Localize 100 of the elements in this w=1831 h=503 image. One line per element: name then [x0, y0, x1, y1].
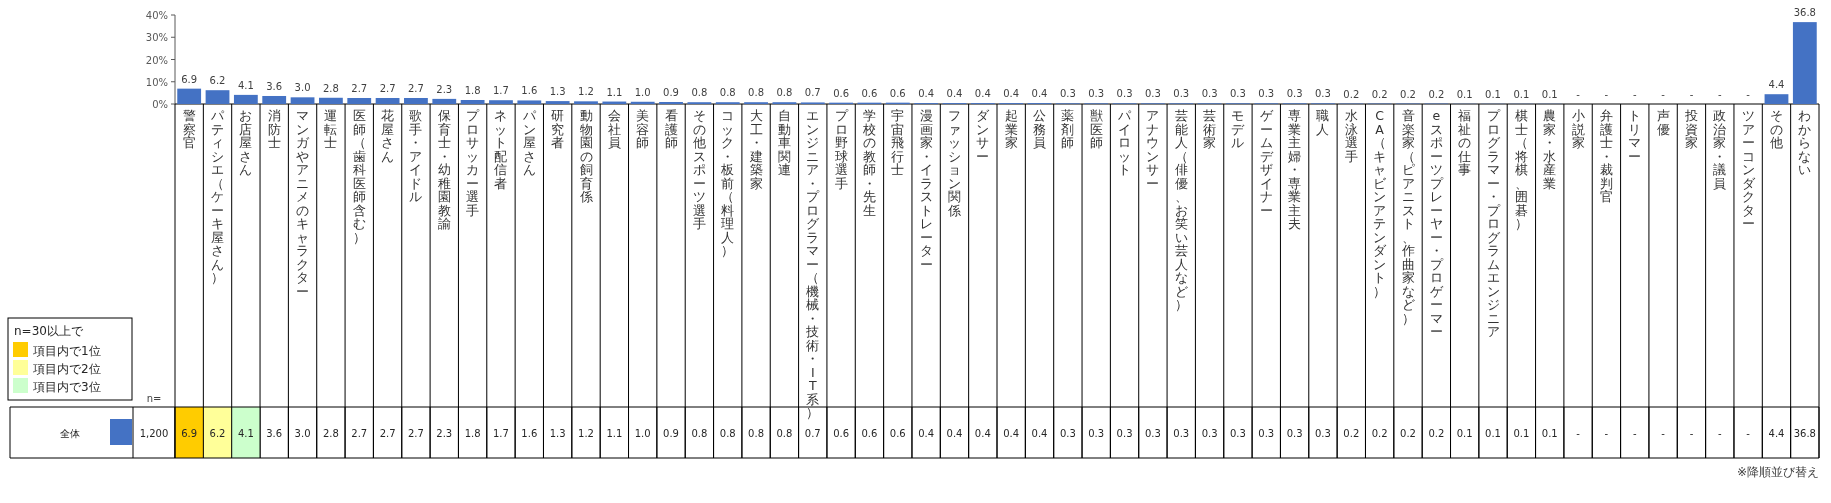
data-label: 1.0 [634, 427, 651, 439]
text: 0.9 [663, 87, 679, 98]
x-tick-label: トリマー [1628, 108, 1642, 164]
category-label: eスポーツプレーヤー・プロゲーマー [1429, 108, 1443, 339]
data-label: 2.3 [436, 427, 453, 439]
category-label: プログラマー・プログラムエンジニア [1486, 108, 1500, 339]
text: 0.3 [1059, 88, 1076, 100]
text: 0.4 [1031, 88, 1048, 100]
x-tick-label: 芸術家 [1203, 108, 1217, 150]
bar [460, 100, 485, 104]
x-tick-label: ファッション関係 [946, 108, 961, 218]
data-label: 2.8 [322, 427, 339, 439]
category-label: マンガやアニメのキャラクター [296, 108, 310, 299]
data-label: 3.6 [266, 427, 283, 439]
text: 0.4 [974, 88, 991, 100]
text: 0.3 [1088, 88, 1105, 100]
x-tick-label: ゲームデザイナー [1259, 108, 1274, 218]
x-tick-label: 政治家・議員 [1713, 108, 1727, 191]
x-tick-label: 会社員 [607, 108, 621, 150]
bar [347, 97, 372, 104]
x-tick-label: お店屋さん [239, 108, 253, 177]
data-label: 4.1 [237, 427, 254, 439]
x-tick-label: 看護師 [664, 108, 678, 150]
x-tick-label: 小説家 [1571, 108, 1585, 150]
x-tick-label: 大工・建築家 [748, 108, 763, 191]
x-tick-label: 警察官 [182, 108, 196, 150]
category-label: ツアーコンダクター [1741, 108, 1755, 231]
x-tick-label: 学校の教師・先生 [861, 108, 876, 218]
text: - [1689, 427, 1694, 439]
data-label: 0.1 [1541, 427, 1558, 439]
bar [574, 101, 598, 104]
data-label: 0.2 [1400, 427, 1416, 439]
data-label: 0.4 [974, 427, 991, 439]
text: 0.1 [1513, 88, 1530, 100]
text: - [1576, 89, 1580, 100]
text: - [1689, 89, 1694, 100]
data-label: 0.4 [1003, 427, 1020, 439]
text: 0.6 [889, 87, 906, 99]
x-tick-label: 薬剤師 [1061, 108, 1075, 150]
text: 1.7 [493, 85, 509, 97]
text: 0.8 [719, 87, 736, 99]
text: 0.2 [1400, 88, 1416, 100]
text: 0.2 [1371, 88, 1388, 100]
data-label: 0.9 [663, 427, 679, 439]
x-tick-label: 農家・水産業 [1543, 108, 1557, 191]
data-label: 1.2 [578, 427, 594, 439]
text: 0.4 [918, 88, 935, 100]
x-tick-label: アナウンサー [1146, 108, 1160, 191]
text: 2.3 [436, 83, 453, 95]
category-label: 棋士（将棋、囲碁） [1514, 108, 1528, 231]
category-label: 保育士・幼稚園教諭 [437, 108, 451, 231]
text: 1.0 [634, 86, 651, 98]
data-label: 0.6 [861, 427, 878, 439]
category-label: 専業主婦・専業主夫 [1288, 108, 1302, 231]
text: 1.2 [578, 86, 594, 98]
x-tick-label: 福祉の仕事 [1457, 108, 1472, 177]
bar [177, 88, 202, 104]
category-label: その他スポーツ選手 [692, 108, 706, 231]
data-label: 0.3 [1144, 427, 1161, 439]
category-label: パティシエ（ケーキ屋さん） [211, 108, 225, 285]
text: - [1604, 427, 1609, 439]
bar [233, 94, 258, 104]
x-tick-label: パイロット [1117, 108, 1133, 177]
category-label: 音楽家（ピアニスト、作曲家など） [1401, 108, 1415, 326]
legend-title: n=30以上で [14, 324, 84, 338]
x-tick-label: プロサッカー選手 [466, 108, 481, 218]
text: 0.3 [1144, 88, 1161, 100]
x-tick-label: 自動車関連 [777, 108, 791, 177]
text: ※降順並び替え [1736, 465, 1819, 479]
bar [1792, 22, 1817, 104]
x-tick-label: ネット配信者 [494, 108, 508, 191]
text: 3.6 [266, 80, 283, 92]
data-label: 36.8 [1793, 427, 1816, 439]
data-label: 6.9 [181, 427, 198, 439]
bar [1764, 94, 1789, 104]
text: 3.0 [294, 82, 311, 94]
data-label: 0.1 [1456, 427, 1473, 439]
x-tick-label: 美容師 [636, 108, 650, 150]
category-label: 医師（歯科医師含む） [352, 108, 366, 245]
category-label: コック・板前（料理人） [721, 108, 735, 258]
category-label: エンジニア・プログラマー（機械・技術・IT系） [806, 108, 820, 420]
text: - [1632, 89, 1637, 100]
rank-legend: n=30以上で 項目内で1位 項目内で2位 項目内で3位 [7, 317, 133, 401]
text: 0.4 [1003, 88, 1020, 100]
bar [205, 90, 230, 104]
y-tick-label: 10% [145, 76, 168, 88]
text: - [1661, 427, 1665, 439]
data-label: 0.6 [889, 427, 906, 439]
data-label: 1.1 [606, 427, 623, 439]
text: - [1604, 89, 1609, 100]
data-label: 0.8 [748, 427, 765, 439]
data-label: 0.1 [1513, 427, 1530, 439]
text: 0.3 [1229, 88, 1246, 100]
text: - [1746, 427, 1750, 439]
data-label: 0.3 [1059, 427, 1076, 439]
text: 0.3 [1315, 88, 1331, 100]
text: - [1632, 427, 1637, 439]
x-tick-label: 職人 [1316, 108, 1330, 137]
data-label: 0.3 [1116, 427, 1133, 439]
text: 0.3 [1286, 88, 1303, 100]
